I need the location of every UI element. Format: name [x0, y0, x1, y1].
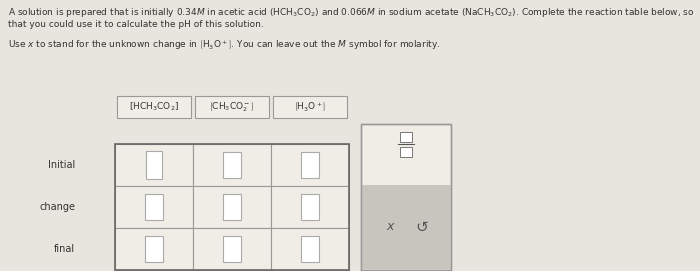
- Bar: [145, 194, 163, 220]
- Bar: [115, 144, 193, 186]
- Bar: [271, 186, 349, 228]
- Text: final: final: [54, 244, 75, 254]
- FancyBboxPatch shape: [273, 96, 347, 118]
- Text: ↺: ↺: [416, 220, 428, 234]
- Bar: [271, 144, 349, 186]
- Bar: [115, 228, 193, 270]
- Text: Use $x$ to stand for the unknown change in $\left[\mathrm{H_3O^+}\right]$. You c: Use $x$ to stand for the unknown change …: [8, 38, 440, 52]
- Bar: [301, 152, 319, 178]
- Bar: [223, 236, 241, 262]
- Bar: [193, 186, 271, 228]
- Bar: [115, 144, 349, 270]
- FancyBboxPatch shape: [195, 96, 269, 118]
- FancyBboxPatch shape: [361, 124, 451, 270]
- Bar: [301, 236, 319, 262]
- Bar: [193, 144, 271, 186]
- Text: change: change: [39, 202, 75, 212]
- Text: $\left[\mathrm{HCH_3CO_2}\right]$: $\left[\mathrm{HCH_3CO_2}\right]$: [129, 101, 179, 113]
- Text: $\left[\mathrm{CH_3CO_2^-}\right]$: $\left[\mathrm{CH_3CO_2^-}\right]$: [209, 100, 255, 114]
- Text: x: x: [386, 221, 393, 234]
- Bar: [193, 228, 271, 270]
- Bar: [223, 152, 241, 178]
- Bar: [361, 185, 451, 269]
- FancyBboxPatch shape: [117, 96, 191, 118]
- Bar: [223, 194, 241, 220]
- Bar: [400, 147, 412, 157]
- Text: that you could use it to calculate the pH of this solution.: that you could use it to calculate the p…: [8, 20, 264, 29]
- Text: A solution is prepared that is initially 0.34$M$ in acetic acid $\left(\mathrm{H: A solution is prepared that is initially…: [8, 6, 694, 19]
- Bar: [146, 151, 162, 179]
- Bar: [145, 236, 163, 262]
- Text: Initial: Initial: [48, 160, 75, 170]
- Bar: [115, 186, 193, 228]
- Text: $\left[\mathrm{H_3O^+}\right]$: $\left[\mathrm{H_3O^+}\right]$: [294, 100, 326, 114]
- Bar: [271, 228, 349, 270]
- Bar: [400, 132, 412, 142]
- Bar: [301, 194, 319, 220]
